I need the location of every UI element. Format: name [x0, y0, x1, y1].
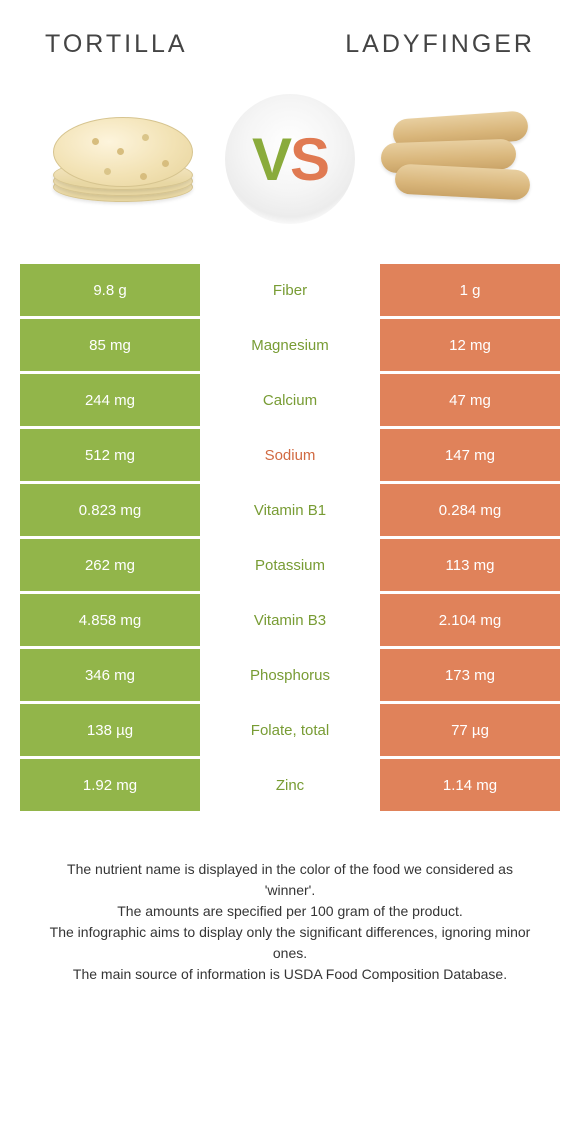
- left-value: 244 mg: [20, 374, 200, 426]
- tortilla-icon: [48, 112, 198, 207]
- nutrient-label: Phosphorus: [200, 649, 380, 701]
- left-value: 0.823 mg: [20, 484, 200, 536]
- nutrient-label: Zinc: [200, 759, 380, 811]
- footer-line-2: The amounts are specified per 100 gram o…: [42, 901, 538, 922]
- left-value: 9.8 g: [20, 264, 200, 316]
- right-food-image: [372, 99, 542, 219]
- table-row: 9.8 gFiber1 g: [20, 264, 560, 316]
- table-row: 244 mgCalcium47 mg: [20, 374, 560, 426]
- nutrient-label: Sodium: [200, 429, 380, 481]
- nutrient-label: Calcium: [200, 374, 380, 426]
- right-value: 77 µg: [380, 704, 560, 756]
- left-value: 4.858 mg: [20, 594, 200, 646]
- right-value: 12 mg: [380, 319, 560, 371]
- vs-badge: VS: [225, 94, 355, 224]
- nutrient-label: Vitamin B1: [200, 484, 380, 536]
- nutrient-label: Vitamin B3: [200, 594, 380, 646]
- infographic-container: TORTILLA LADYFINGER VS 9.8 gFiber1 g85 m: [0, 0, 580, 1005]
- nutrient-label: Magnesium: [200, 319, 380, 371]
- table-row: 4.858 mgVitamin B32.104 mg: [20, 594, 560, 646]
- footer-line-4: The main source of information is USDA F…: [42, 964, 538, 985]
- right-food-title: LADYFINGER: [345, 30, 535, 59]
- left-value: 262 mg: [20, 539, 200, 591]
- ladyfinger-icon: [377, 107, 537, 212]
- table-row: 346 mgPhosphorus173 mg: [20, 649, 560, 701]
- nutrient-table: 9.8 gFiber1 g85 mgMagnesium12 mg244 mgCa…: [20, 264, 560, 811]
- vs-letter-s: S: [290, 126, 328, 193]
- nutrient-label: Fiber: [200, 264, 380, 316]
- footer-notes: The nutrient name is displayed in the co…: [20, 814, 560, 985]
- vs-letter-v: V: [252, 126, 290, 193]
- left-food-title: TORTILLA: [45, 30, 188, 59]
- footer-line-1: The nutrient name is displayed in the co…: [42, 859, 538, 901]
- left-value: 1.92 mg: [20, 759, 200, 811]
- table-row: 262 mgPotassium113 mg: [20, 539, 560, 591]
- right-value: 113 mg: [380, 539, 560, 591]
- table-row: 138 µgFolate, total77 µg: [20, 704, 560, 756]
- left-value: 512 mg: [20, 429, 200, 481]
- left-value: 346 mg: [20, 649, 200, 701]
- left-value: 138 µg: [20, 704, 200, 756]
- right-value: 2.104 mg: [380, 594, 560, 646]
- nutrient-label: Folate, total: [200, 704, 380, 756]
- table-row: 0.823 mgVitamin B10.284 mg: [20, 484, 560, 536]
- table-row: 85 mgMagnesium12 mg: [20, 319, 560, 371]
- right-value: 1.14 mg: [380, 759, 560, 811]
- right-value: 47 mg: [380, 374, 560, 426]
- nutrient-label: Potassium: [200, 539, 380, 591]
- right-value: 173 mg: [380, 649, 560, 701]
- left-food-image: [38, 99, 208, 219]
- left-value: 85 mg: [20, 319, 200, 371]
- table-row: 512 mgSodium147 mg: [20, 429, 560, 481]
- right-value: 147 mg: [380, 429, 560, 481]
- table-row: 1.92 mgZinc1.14 mg: [20, 759, 560, 811]
- footer-line-3: The infographic aims to display only the…: [42, 922, 538, 964]
- right-value: 1 g: [380, 264, 560, 316]
- images-row: VS: [20, 69, 560, 264]
- header-row: TORTILLA LADYFINGER: [20, 30, 560, 69]
- right-value: 0.284 mg: [380, 484, 560, 536]
- vs-text: VS: [252, 125, 328, 194]
